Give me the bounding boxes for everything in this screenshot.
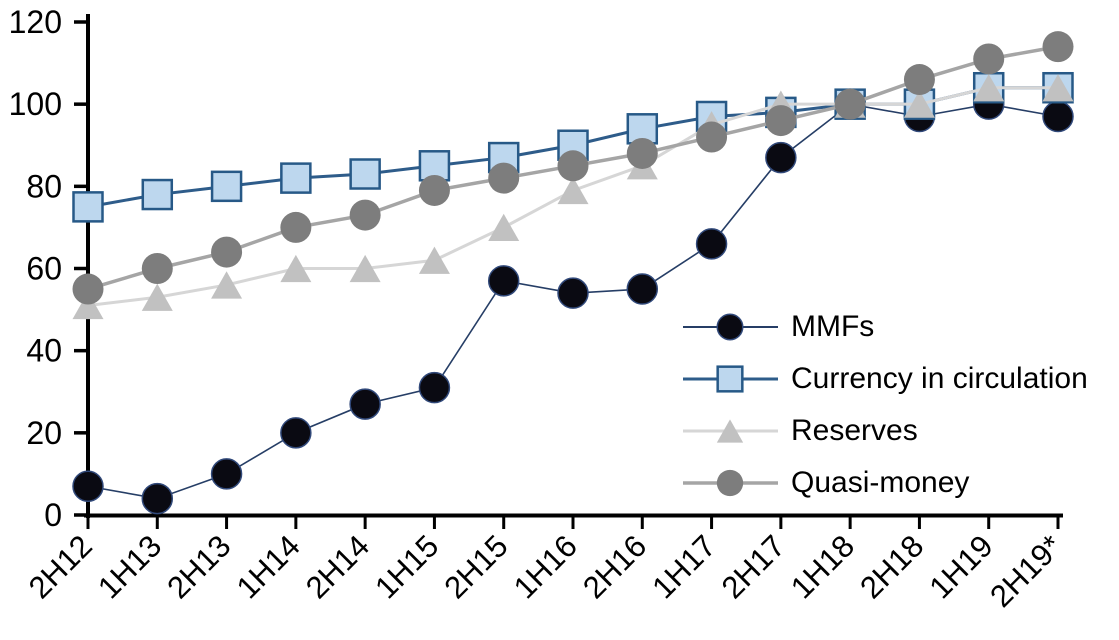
series-mmfs-marker [349,388,381,420]
series-quasi-money-marker [211,236,243,268]
series-mmfs-marker [487,265,520,297]
series-reserves-marker [418,246,450,274]
x-tick-label: 2H19* [983,528,1069,614]
legend-label: Reserves [791,414,918,447]
series-reserves-marker [211,271,243,299]
legend-marker-reserves-icon [683,419,778,443]
legend-marker-currency-in-circulation-icon [683,365,778,393]
series-mmfs-marker [765,141,797,174]
x-tick-label: 1H17 [645,528,722,605]
series-currency-in-circulation-marker [210,170,243,203]
legend-label: Currency in circulation [791,362,1088,395]
legend-label: MMFs [791,310,875,343]
series-quasi-money-marker [488,162,520,194]
series-quasi-money-marker [280,211,312,243]
series-quasi-money-marker [696,121,728,153]
series-reserves-marker [488,213,520,242]
x-tick-label: 1H16 [507,528,584,605]
x-tick-label: 2H17 [715,528,792,605]
series-mmfs-marker [557,277,589,309]
legend-item-currency-in-circulation: Currency in circulation [683,353,1088,405]
series-quasi-money-marker [973,43,1005,75]
legend-label: Quasi-money [791,466,970,499]
x-tick-label: 1H13 [91,528,168,605]
x-tick-label: 2H13 [160,528,237,605]
series-reserves-marker [280,254,312,283]
legend-marker-mmfs-icon [683,313,778,341]
series-reserves-marker [1042,74,1074,102]
series-mmfs-marker [1042,100,1074,133]
series-mmfs-marker [280,417,312,449]
series-quasi-money-marker [903,64,935,96]
y-tick-label: 60 [26,251,62,287]
series-quasi-money-marker [418,174,450,206]
x-tick-label: 2H15 [438,528,515,605]
series-reserves-marker [973,74,1005,102]
series-reserves-marker [72,291,104,320]
series-mmfs-marker [72,470,104,502]
series-mmfs-marker [210,458,243,490]
y-tick-label: 0 [44,497,62,533]
legend-item-reserves: Reserves [683,405,1088,457]
series-quasi-money-marker [349,199,381,231]
legend: MMFs Currency in circulation Reserves Quasi… [683,301,1088,509]
x-tick-label: 2H14 [299,528,376,605]
series-quasi-money-marker [141,253,173,284]
series-mmfs-marker [141,482,174,515]
series-reserves-marker [141,283,173,311]
series-quasi-money-marker [1042,31,1074,63]
series-quasi-money-marker [626,137,658,169]
y-tick-label: 40 [26,333,62,369]
y-tick-label: 80 [26,168,62,204]
y-tick-label: 20 [26,415,62,451]
series-currency-in-circulation-marker [72,191,104,223]
series-currency-in-circulation-marker [141,178,174,211]
series-quasi-money-marker [72,273,104,305]
y-tick-label: 100 [9,86,62,122]
x-tick-label: 1H18 [784,528,861,605]
series-quasi-money-marker [765,105,797,137]
x-tick-label: 1H14 [230,528,307,605]
x-tick-label: 2H16 [576,528,653,605]
series-mmfs-marker [626,273,659,305]
series-mmfs-marker [695,228,728,260]
series-reserves-marker [349,254,381,283]
legend-item-quasi-money: Quasi-money [683,457,1088,509]
x-tick-label: 2H12 [22,528,99,605]
series-quasi-money-marker [557,150,589,182]
legend-marker-quasi-money-icon [683,469,778,497]
x-tick-label: 2H18 [853,528,930,605]
legend-item-mmfs: MMFs [683,301,1088,353]
x-tick-label: 1H15 [368,528,445,605]
series-reserves-marker [903,90,935,118]
y-tick-label: 120 [9,4,62,40]
series-currency-in-circulation-marker [349,158,381,190]
series-currency-in-circulation-marker [280,162,312,194]
series-reserves-marker [557,176,589,205]
series-quasi-money-marker [834,88,866,120]
series-mmfs-marker [418,371,451,404]
